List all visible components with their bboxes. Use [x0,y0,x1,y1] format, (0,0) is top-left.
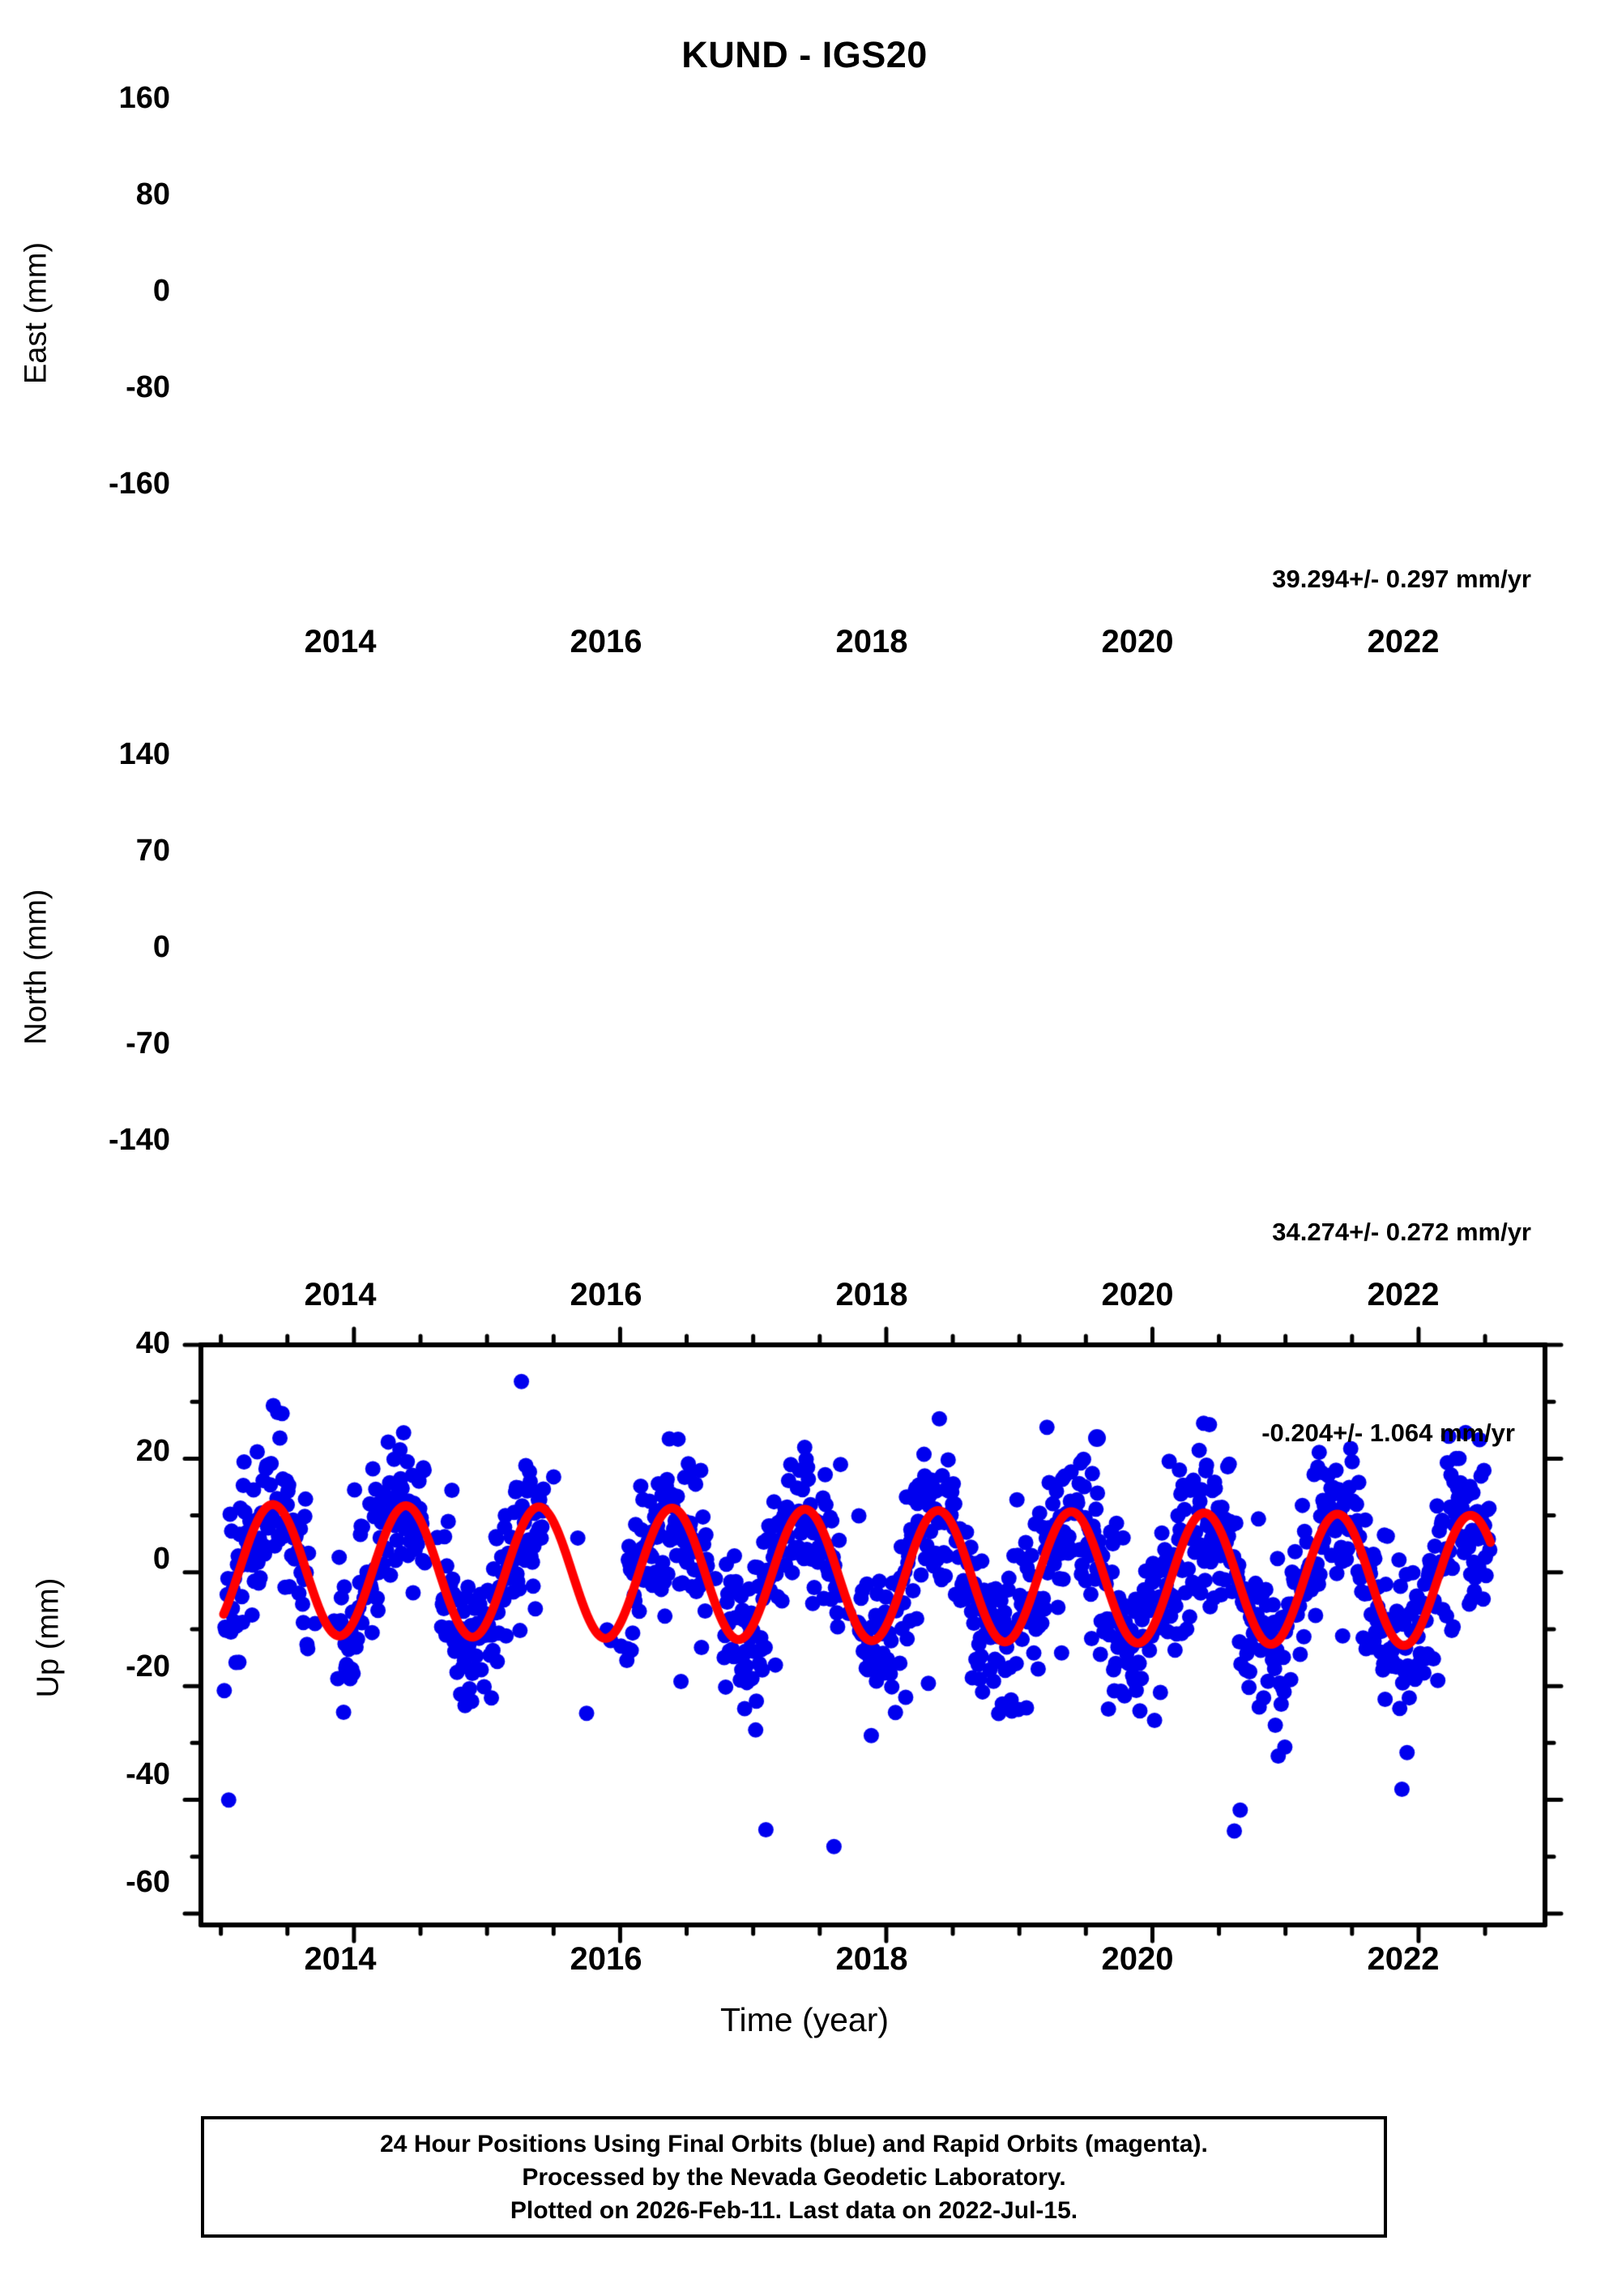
caption-line-2: Processed by the Nevada Geodetic Laborat… [522,2163,1066,2191]
caption-box: 24 Hour Positions Using Final Orbits (bl… [201,2116,1387,2238]
caption-line-1: 24 Hour Positions Using Final Orbits (bl… [380,2130,1208,2157]
caption-line-3: Plotted on 2026-Feb-11. Last data on 202… [510,2196,1078,2224]
